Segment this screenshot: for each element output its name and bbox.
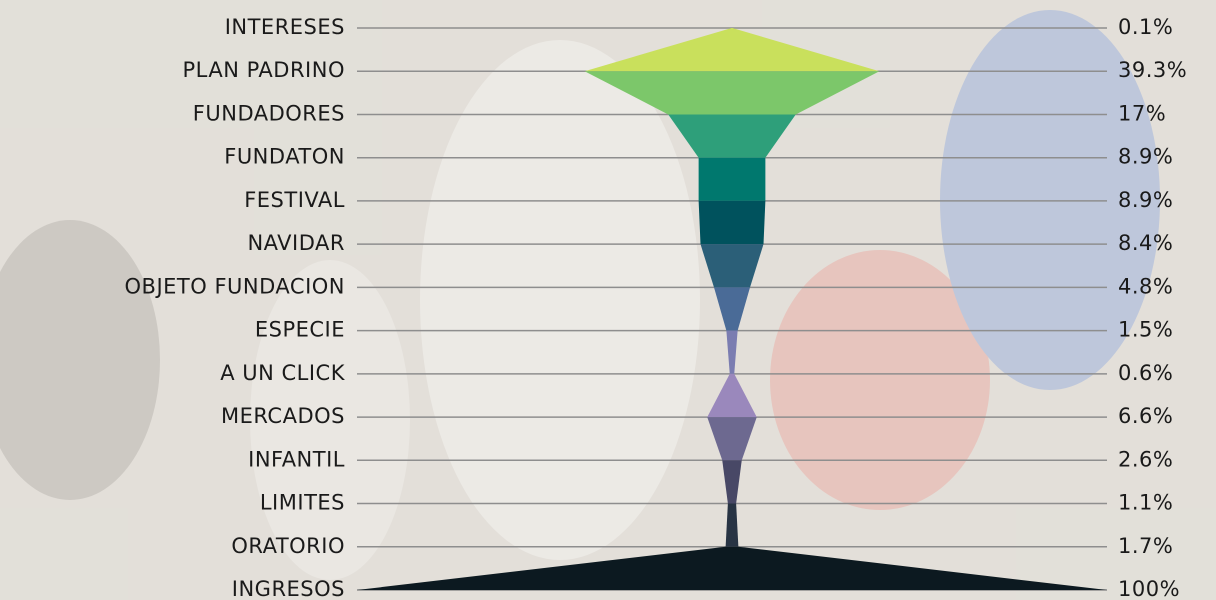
- value-label: 17%: [1118, 101, 1166, 125]
- value-label: 0.6%: [1118, 361, 1173, 385]
- page: INTERESES 0.1% PLAN PADRINO 39.3% FUNDADORES…: [0, 0, 1216, 600]
- category-label: MERCADOS: [221, 404, 345, 428]
- category-label: PLAN PADRINO: [183, 58, 345, 82]
- value-label: 8.9%: [1118, 188, 1173, 212]
- funnel-segment: [699, 201, 766, 244]
- category-label: INGRESOS: [232, 577, 345, 600]
- category-label: A UN CLICK: [220, 361, 346, 385]
- value-label: 6.6%: [1118, 404, 1173, 428]
- value-label: 39.3%: [1118, 58, 1187, 82]
- category-label: FUNDATON: [224, 145, 345, 169]
- value-label: 8.4%: [1118, 231, 1173, 255]
- value-label: 8.9%: [1118, 145, 1173, 169]
- value-label: 4.8%: [1118, 274, 1173, 298]
- category-label: OBJETO FUNDACION: [125, 274, 345, 298]
- value-label: 2.6%: [1118, 447, 1173, 471]
- value-label: 1.7%: [1118, 534, 1173, 558]
- value-label: 100%: [1118, 577, 1180, 600]
- category-label: FUNDADORES: [193, 101, 345, 125]
- category-label: ESPECIE: [255, 318, 345, 342]
- background-photo: [0, 0, 1216, 600]
- category-label: ORATORIO: [231, 534, 345, 558]
- category-label: NAVIDAR: [247, 231, 345, 255]
- value-label: 1.5%: [1118, 318, 1173, 342]
- funnel-segment: [699, 158, 766, 201]
- category-label: FESTIVAL: [244, 188, 345, 212]
- category-label: INFANTIL: [248, 447, 345, 471]
- chart: INTERESES 0.1% PLAN PADRINO 39.3% FUNDADORES…: [0, 0, 1216, 600]
- category-label: LIMITES: [260, 491, 345, 515]
- value-label: 0.1%: [1118, 15, 1173, 39]
- category-label: INTERESES: [225, 15, 345, 39]
- value-label: 1.1%: [1118, 491, 1173, 515]
